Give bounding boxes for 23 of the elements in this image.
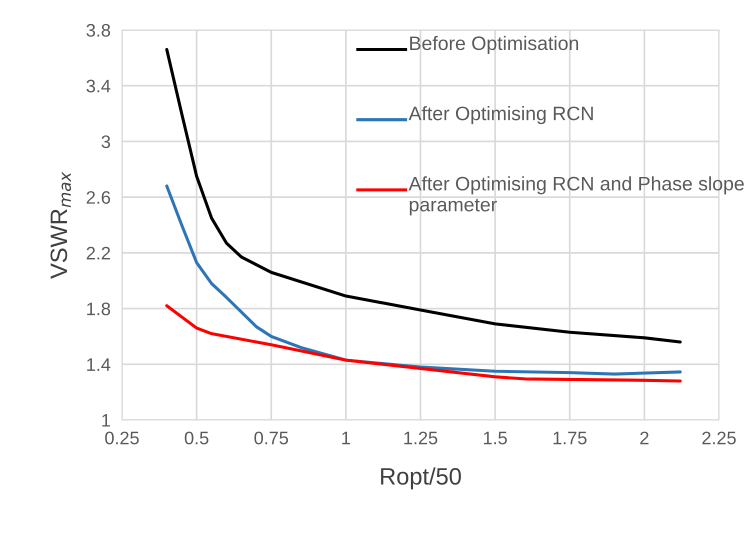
y-tick-label: 3.8 — [86, 24, 110, 37]
x-tick-label: 1.5 — [484, 432, 507, 444]
y-axis-title: VSWR$_{max}$ — [50, 172, 72, 279]
line-series — [165, 304, 682, 383]
y-tick-label: 3 — [102, 135, 110, 148]
x-tick-label: 1.75 — [554, 432, 587, 444]
legend-label: After Optimising RCN and Phase slope parameter — [408, 176, 744, 216]
legend-label: After Optimising RCN — [408, 106, 593, 124]
x-axis-title: Ropt/50 — [381, 467, 461, 490]
x-tick-label: 1 — [342, 432, 350, 444]
x-tick-label: 0.5 — [184, 432, 208, 444]
x-tick-label: 2.25 — [702, 432, 736, 444]
x-tick-label: 2 — [640, 432, 648, 444]
y-tick-label: 1.4 — [87, 358, 110, 371]
y-tick-label: 1 — [102, 414, 110, 427]
y-tick-label: 2.6 — [86, 191, 110, 204]
y-tick-label: 3.4 — [86, 80, 110, 92]
x-tick-label: 0.75 — [254, 432, 288, 444]
y-tick-label: 2.2 — [86, 246, 110, 260]
x-tick-label: 1.25 — [404, 432, 438, 444]
y-tick-label: 1.8 — [87, 302, 110, 316]
x-tick-label: 0.25 — [105, 432, 139, 444]
legend-label: Before Optimisation — [410, 36, 578, 54]
